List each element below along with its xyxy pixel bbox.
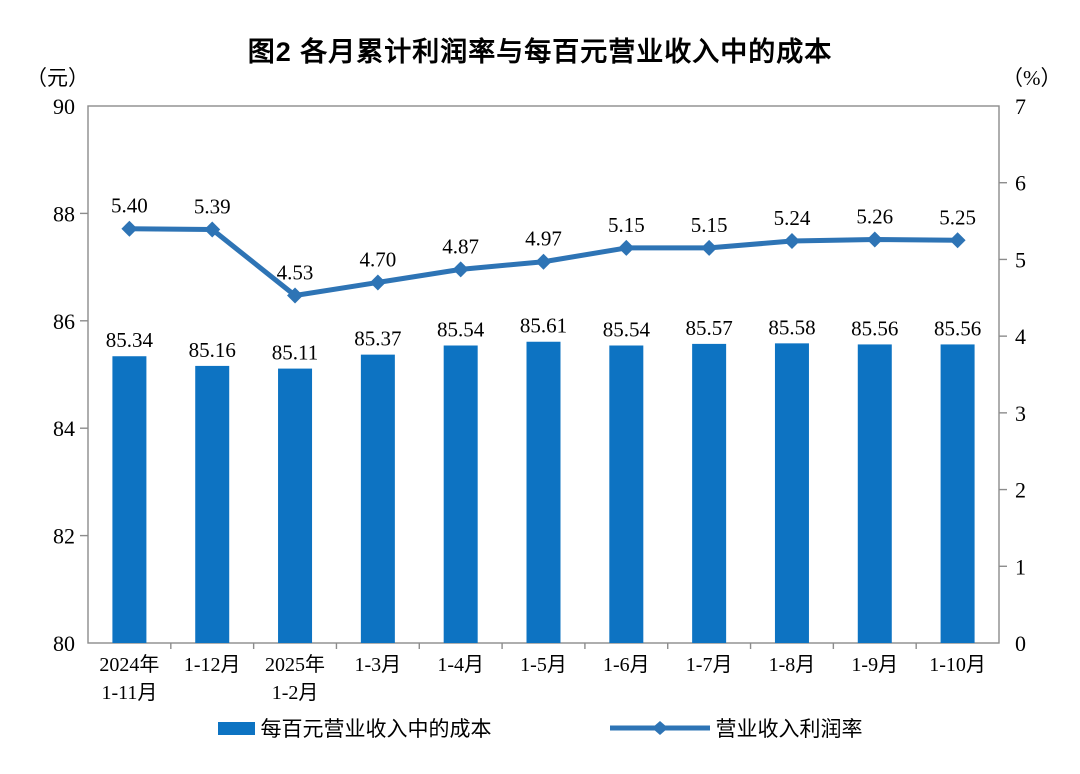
line-marker <box>618 239 635 256</box>
x-category-label: 1-4月 <box>437 654 484 676</box>
bar <box>443 345 478 643</box>
line-value-label: 5.25 <box>939 205 976 229</box>
bar <box>526 341 561 643</box>
x-category-label: 1-12月 <box>184 654 241 676</box>
line-marker <box>452 261 469 278</box>
right-axis-tick-label: 5 <box>1015 247 1026 272</box>
x-category-label: 1-9月 <box>851 654 898 676</box>
line-value-label: 4.97 <box>525 227 562 251</box>
legend: 每百元营业收入中的成本 营业收入利润率 <box>0 708 1080 748</box>
line-marker <box>701 239 718 256</box>
legend-label-cost: 每百元营业收入中的成本 <box>260 717 492 741</box>
bar-value-label: 85.34 <box>106 328 154 352</box>
line-marker <box>287 287 304 304</box>
line-legend-swatch <box>609 721 710 735</box>
left-axis-tick-label: 82 <box>53 524 75 549</box>
bar <box>857 344 892 643</box>
x-category-label: 1-5月 <box>520 654 567 676</box>
line-value-label: 5.24 <box>774 206 811 230</box>
line-value-label: 5.39 <box>194 195 231 219</box>
bar-value-label: 85.57 <box>686 316 733 340</box>
line-marker <box>121 220 138 237</box>
bar-legend-swatch <box>217 721 255 735</box>
bar-value-label: 85.61 <box>520 314 567 338</box>
x-category-label: 1-3月 <box>355 654 402 676</box>
left-axis-tick-label: 80 <box>53 631 75 656</box>
left-axis-tick-label: 86 <box>53 309 75 334</box>
x-category-label: 1-8月 <box>769 654 816 676</box>
line-value-label: 5.40 <box>111 194 148 218</box>
right-axis-tick-label: 1 <box>1015 554 1026 579</box>
right-axis-unit-label: （%） <box>1002 66 1062 90</box>
bar-value-label: 85.58 <box>768 315 815 339</box>
bar-value-label: 85.56 <box>934 316 981 340</box>
legend-diamond-icon <box>651 721 668 735</box>
line-value-label: 5.15 <box>608 213 645 237</box>
bar <box>112 356 147 643</box>
right-axis-tick-label: 6 <box>1015 171 1026 196</box>
x-category-label: 2024年 <box>99 653 159 676</box>
legend-item-cost: 每百元营业收入中的成本 <box>217 713 492 743</box>
right-axis-tick-label: 7 <box>1015 94 1026 119</box>
bar-value-label: 85.54 <box>603 318 651 342</box>
x-category-label: 2025年 <box>265 653 325 676</box>
line-marker <box>369 274 386 291</box>
left-axis-unit-label: （元） <box>26 66 89 90</box>
bar <box>278 368 313 643</box>
line-value-label: 5.26 <box>856 204 893 228</box>
bar <box>195 365 230 643</box>
line-marker <box>535 253 552 270</box>
left-axis-tick-label: 84 <box>53 416 75 441</box>
bar-value-label: 85.54 <box>437 318 485 342</box>
chart-title: 图2 各月累计利润率与每百元营业收入中的成本 <box>247 37 833 67</box>
x-category-label: 1-10月 <box>929 654 986 676</box>
line-value-label: 5.15 <box>691 213 728 237</box>
line-value-label: 4.87 <box>442 234 479 258</box>
line-marker <box>866 231 883 248</box>
x-category-label: 1-7月 <box>686 654 733 676</box>
x-category-label: 1-6月 <box>603 654 650 676</box>
right-axis-tick-label: 4 <box>1015 324 1026 349</box>
left-axis-tick-label: 90 <box>53 94 75 119</box>
bar-value-label: 85.16 <box>189 338 236 362</box>
bar-value-label: 85.11 <box>272 341 318 365</box>
bar <box>774 343 809 643</box>
bar <box>940 344 975 643</box>
line-value-label: 4.70 <box>359 247 396 271</box>
x-category-label: 1-2月 <box>272 682 319 704</box>
line-marker <box>204 221 221 238</box>
bar-value-label: 85.37 <box>354 327 401 351</box>
line-marker <box>949 232 966 249</box>
bar <box>360 354 395 643</box>
line-marker <box>783 233 800 250</box>
right-axis-tick-label: 3 <box>1015 401 1026 426</box>
bar <box>609 345 644 643</box>
right-axis-tick-label: 2 <box>1015 478 1026 503</box>
x-category-label: 1-11月 <box>101 682 157 704</box>
left-axis-tick-label: 88 <box>53 201 75 226</box>
legend-label-profit-rate: 营业收入利润率 <box>715 717 863 741</box>
right-axis-tick-label: 0 <box>1015 631 1026 656</box>
bar <box>692 343 727 643</box>
legend-item-profit-rate: 营业收入利润率 <box>609 713 863 743</box>
bar-value-label: 85.56 <box>851 316 898 340</box>
line-value-label: 4.53 <box>277 260 314 284</box>
